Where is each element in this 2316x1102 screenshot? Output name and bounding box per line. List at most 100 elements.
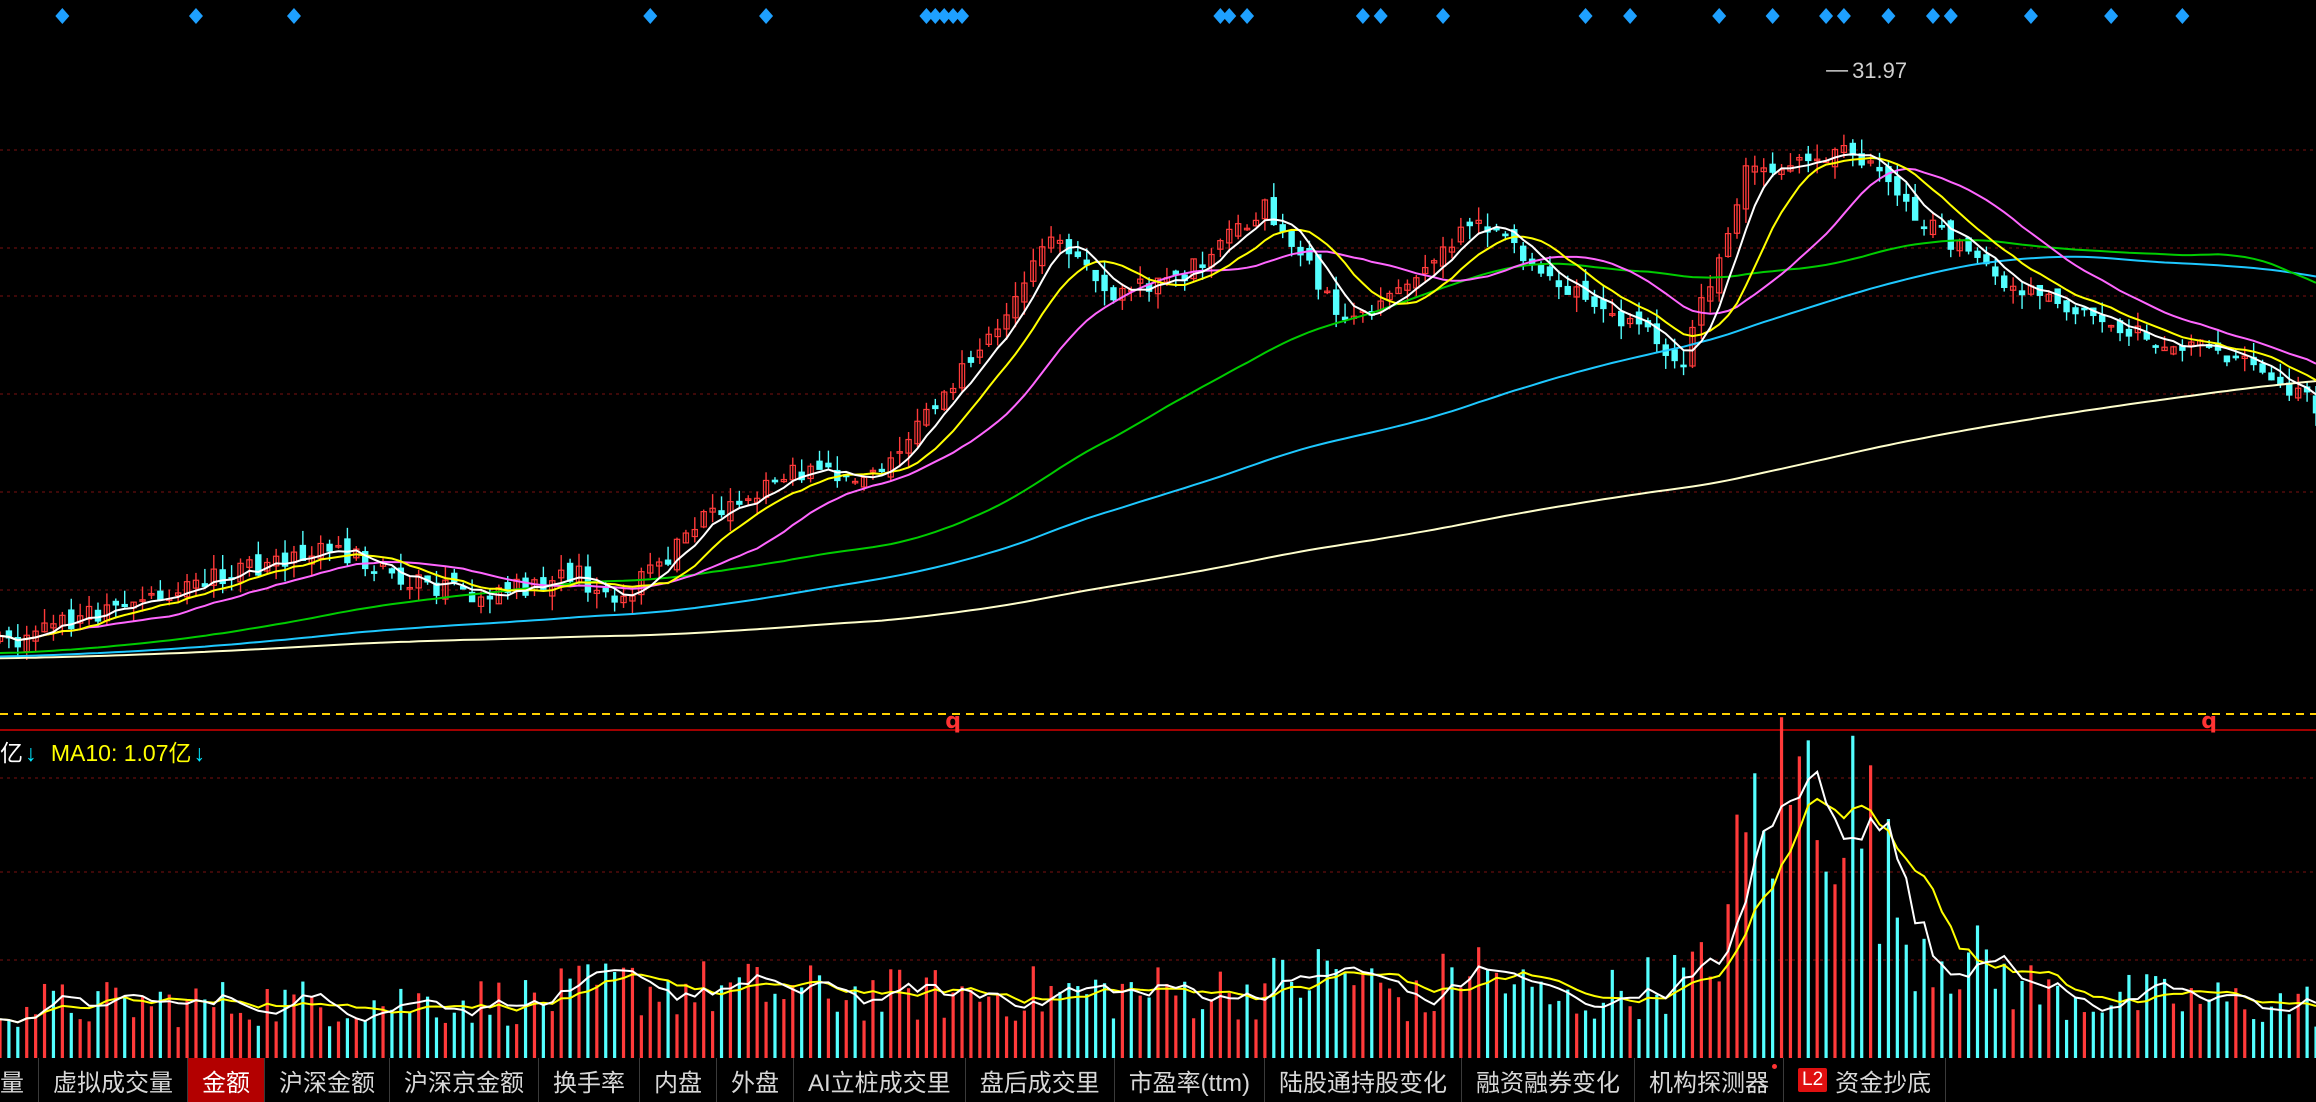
candle-body xyxy=(246,559,253,568)
volume-bar xyxy=(2216,982,2220,1058)
tab-9[interactable]: AI立桩成交里 xyxy=(794,1058,966,1102)
volume-bar xyxy=(1610,969,1614,1058)
tab-2[interactable]: 虚拟成交量 xyxy=(39,1058,188,1102)
volume-bar xyxy=(16,1026,20,1058)
volume-bar xyxy=(1530,986,1534,1058)
candle-body xyxy=(41,622,48,633)
candle-body xyxy=(1502,233,1509,237)
candle-body xyxy=(1992,266,1999,277)
candle-body xyxy=(1261,199,1269,220)
candle-body xyxy=(985,333,992,345)
volume-bar xyxy=(2091,1011,2095,1058)
volume-bar xyxy=(1860,848,1864,1058)
tab-3[interactable]: 金额 xyxy=(188,1058,265,1102)
tab-13[interactable]: 融资融券变化 xyxy=(1462,1058,1635,1102)
candle-body xyxy=(272,555,280,567)
volume-bar xyxy=(2082,1012,2086,1058)
volume-bar xyxy=(915,1019,920,1058)
tab-label: 陆股通持股变化 xyxy=(1279,1069,1447,1097)
tab-7[interactable]: 内盘 xyxy=(640,1058,717,1102)
candle-body xyxy=(923,408,930,426)
candle-body xyxy=(700,511,707,528)
volume-bar xyxy=(1646,957,1650,1058)
candlesticks xyxy=(0,134,2316,660)
signal-marker-diamond xyxy=(1819,8,1834,24)
tab-6[interactable]: 换手率 xyxy=(539,1058,640,1102)
tab-label: 机构探测器 xyxy=(1649,1069,1769,1097)
volume-bar xyxy=(2260,1021,2265,1058)
volume-bar xyxy=(773,993,777,1058)
tab-15[interactable]: L2 资金抄底 xyxy=(1784,1058,1947,1102)
volume-bar xyxy=(1004,1016,1009,1058)
candle-body xyxy=(442,579,449,600)
candle-body xyxy=(237,562,244,583)
volume-bar xyxy=(34,1014,38,1058)
candle-body xyxy=(807,465,814,480)
volume-bar xyxy=(523,980,528,1058)
notification-dot xyxy=(1772,1064,1777,1069)
tab-8[interactable]: 外盘 xyxy=(717,1058,794,1102)
tab-label: 量 xyxy=(0,1069,24,1097)
volume-bar xyxy=(1218,971,1222,1058)
volume-bar xyxy=(862,1020,866,1058)
candle-body xyxy=(1849,142,1856,156)
volume-bar xyxy=(327,1026,332,1058)
volume-bar xyxy=(1940,961,1944,1058)
tab-5[interactable]: 沪深京金额 xyxy=(390,1058,539,1102)
candle-body xyxy=(2241,355,2248,360)
tab-14[interactable]: 机构探测器 xyxy=(1635,1058,1784,1102)
tab-12[interactable]: 陆股通持股变化 xyxy=(1265,1058,1462,1102)
tab-label: 沪深京金额 xyxy=(404,1069,524,1097)
candle-body xyxy=(397,567,405,585)
tab-1[interactable]: 量 xyxy=(0,1058,39,1102)
candle-body xyxy=(540,577,547,590)
candle-body xyxy=(2099,314,2106,323)
volume-bar xyxy=(2038,1004,2042,1058)
period-marker: q xyxy=(2201,709,2217,734)
volume-bar xyxy=(1583,1010,1588,1058)
volume-bar xyxy=(1771,878,1775,1058)
candle-body xyxy=(709,507,716,513)
candle-body xyxy=(14,637,22,648)
signal-marker-diamond xyxy=(946,8,961,24)
volume-bar xyxy=(630,967,635,1058)
candle-body xyxy=(112,600,119,606)
volume-bar xyxy=(1236,1019,1240,1058)
candle-body xyxy=(932,405,939,410)
volume-bar xyxy=(1209,999,1214,1058)
volume-bar xyxy=(2243,1009,2247,1058)
volume-bar xyxy=(639,1015,643,1058)
candle-body xyxy=(1475,219,1482,224)
candle-body xyxy=(1894,176,1901,196)
candle-body xyxy=(1092,269,1099,282)
volume-bar xyxy=(1788,804,1793,1058)
volume-bar xyxy=(212,1007,216,1058)
volume-bar xyxy=(2171,1003,2176,1058)
tab-4[interactable]: 沪深金额 xyxy=(265,1058,390,1102)
volume-bar xyxy=(1405,1021,1410,1058)
ma250-line xyxy=(0,380,2316,660)
volume-bar xyxy=(1984,949,1989,1058)
candle-body xyxy=(584,566,592,593)
candle-body xyxy=(673,538,681,571)
volume-bar xyxy=(2136,1010,2140,1058)
tab-label: 沪深金额 xyxy=(279,1069,375,1097)
volume-bar xyxy=(702,961,706,1058)
volume-bar xyxy=(1673,954,1677,1058)
candle-body xyxy=(121,603,128,608)
candle-body xyxy=(415,574,422,589)
tab-11[interactable]: 市盈率(ttm) xyxy=(1115,1058,1265,1102)
period-marker: q xyxy=(945,709,961,734)
candle-body xyxy=(1386,292,1393,301)
tab-10[interactable]: 盘后成交里 xyxy=(966,1058,1115,1102)
candle-body xyxy=(522,577,529,596)
candle-body xyxy=(335,544,342,548)
candle-body xyxy=(1564,285,1571,295)
volume-bar xyxy=(924,977,928,1058)
volume-bar xyxy=(1842,857,1846,1058)
volume-bar xyxy=(256,1025,260,1058)
volume-bar xyxy=(1637,1019,1641,1058)
volume-bar xyxy=(737,977,741,1058)
